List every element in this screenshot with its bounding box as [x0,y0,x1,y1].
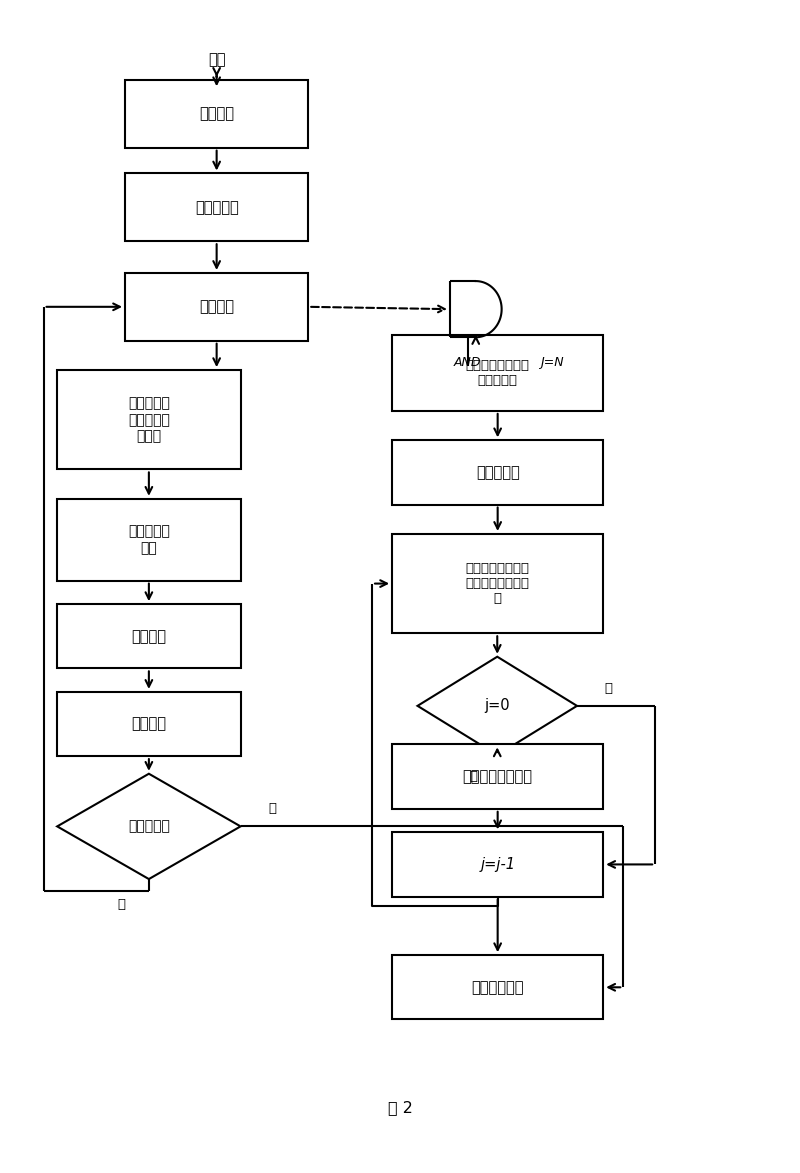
Text: 噪声标准差
估计: 噪声标准差 估计 [128,524,170,555]
Bar [125,80,308,148]
Bar [57,692,241,757]
Text: 存入数据库: 存入数据库 [194,199,238,215]
Bar [125,273,308,340]
Text: 否: 否 [470,769,478,782]
Text: 是否有泄漏: 是否有泄漏 [128,820,170,833]
Text: 否: 否 [118,899,126,911]
Text: 基于特定尺度小波
变换系数的时延估
计: 基于特定尺度小波 变换系数的时延估 计 [466,562,530,605]
Bar [392,955,603,1019]
Bar [392,833,603,896]
Text: 基于正交小
波变换的信
号去噪: 基于正交小 波变换的信 号去噪 [128,396,170,443]
Text: 是: 是 [605,682,613,694]
Text: 设定阈值: 设定阈值 [131,629,166,644]
Text: 数据采集: 数据采集 [199,107,234,121]
Bar [392,335,603,411]
Bar [57,604,241,669]
Text: AND: AND [454,357,482,369]
Text: J=N: J=N [540,357,563,369]
Bar [392,534,603,633]
Text: 多尺度近似小波变
换系数计算: 多尺度近似小波变 换系数计算 [466,359,530,387]
Text: 参数初始化: 参数初始化 [476,465,519,480]
Polygon shape [57,774,241,879]
Bar [57,369,241,469]
Bar [392,745,603,809]
Text: 开始: 开始 [208,53,226,67]
Bar [392,440,603,504]
Text: 是: 是 [269,802,277,815]
Polygon shape [418,657,577,755]
Text: 读取数据: 读取数据 [199,299,234,314]
Bar [125,174,308,242]
Text: 泄漏位置计算: 泄漏位置计算 [471,979,524,995]
Text: 泄漏检测: 泄漏检测 [131,717,166,732]
Text: j=0: j=0 [485,698,510,713]
Text: 相邻尺度时延转换: 相邻尺度时延转换 [462,769,533,785]
Text: j=j-1: j=j-1 [480,857,515,872]
Bar [57,499,241,581]
Text: 图 2: 图 2 [387,1100,413,1114]
